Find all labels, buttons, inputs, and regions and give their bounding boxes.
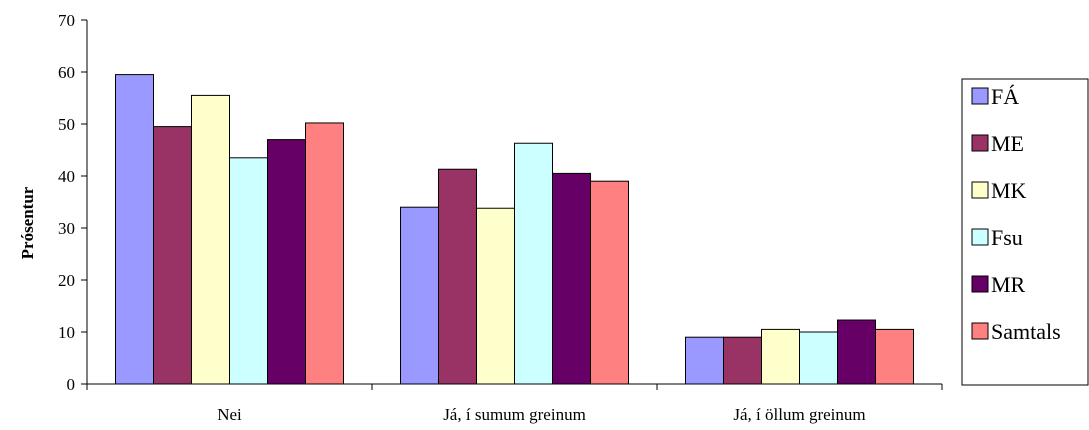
- bar-samtals-1: [305, 122, 344, 385]
- bar-samtals-2: [590, 180, 629, 385]
- bar-me-2: [438, 168, 477, 385]
- bar-mk-2: [476, 207, 515, 385]
- legend-swatch: [971, 181, 989, 199]
- y-tick-label: 60: [58, 63, 75, 82]
- x-axis: Nei Já, í sumum greinum Já, í öllum greinu…: [86, 383, 943, 424]
- legend-label: ME: [991, 131, 1024, 156]
- bar-fsu-1: [229, 157, 268, 385]
- legend: FÁ ME MK Fsu MR Samtals: [961, 78, 1089, 386]
- x-category-label: Já, í öllum greinum: [733, 405, 865, 424]
- bar-mk-1: [191, 94, 230, 385]
- bar-fá-3: [685, 336, 724, 385]
- legend-swatch: [971, 322, 989, 340]
- bar-fá-1: [115, 74, 154, 385]
- legend-swatch: [971, 275, 989, 293]
- bars: [115, 74, 914, 385]
- legend-label: FÁ: [991, 84, 1019, 109]
- legend-label: MK: [991, 178, 1027, 203]
- y-tick-label: 30: [58, 219, 75, 238]
- y-tick-label: 40: [58, 167, 75, 186]
- bar-mr-3: [837, 319, 876, 385]
- legend-swatch: [971, 134, 989, 152]
- y-tick-label: 50: [58, 115, 75, 134]
- bar-me-1: [153, 126, 192, 385]
- bar-mr-2: [552, 172, 591, 385]
- y-tick-label: 20: [58, 271, 75, 290]
- y-tick-label: 70: [58, 11, 75, 30]
- bar-fsu-2: [514, 142, 553, 385]
- bar-mr-1: [267, 139, 306, 385]
- legend-label: Fsu: [991, 225, 1023, 250]
- y-axis: 0 10 20 30 40 50 60 70: [58, 11, 88, 394]
- legend-swatch: [971, 228, 989, 246]
- legend-label: Samtals: [991, 319, 1061, 344]
- bar-me-3: [723, 336, 762, 385]
- x-category-label: Já, í sumum greinum: [443, 405, 586, 424]
- bar-samtals-3: [875, 328, 914, 385]
- bar-fá-2: [400, 206, 439, 385]
- legend-swatch: [971, 87, 989, 105]
- y-tick-label: 0: [67, 375, 76, 394]
- legend-label: MR: [991, 272, 1026, 297]
- bar-fsu-3: [799, 331, 838, 385]
- bar-mk-3: [761, 328, 800, 385]
- y-tick-label: 10: [58, 323, 75, 342]
- x-category-label: Nei: [217, 405, 242, 424]
- y-axis-label: Prósentur: [18, 186, 37, 259]
